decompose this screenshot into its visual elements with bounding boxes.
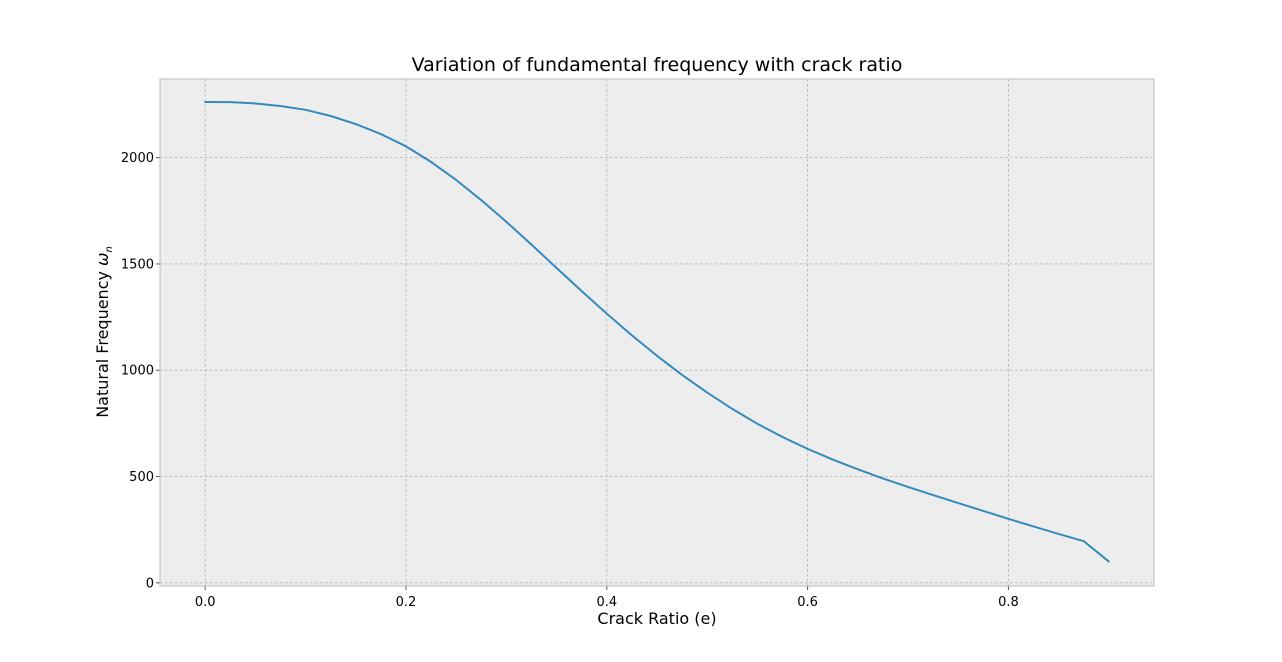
y-tick-label: 1500: [121, 257, 154, 272]
series-layer: [204, 100, 1110, 563]
axis-ticks: 0.0 0.2 0.4 0.6 0.8 0 500 1000 1500 2000: [121, 151, 1019, 610]
y-axis-label-omega: ω: [93, 253, 112, 266]
x-tick-label: 0.0: [195, 595, 216, 610]
plot-area: [160, 79, 1154, 586]
x-axis-label: Crack Ratio (e): [597, 609, 716, 628]
grid: [160, 79, 1154, 586]
x-tick-label: 0.8: [998, 595, 1019, 610]
y-tick-label: 0: [146, 576, 154, 591]
y-tick-label: 2000: [121, 151, 154, 166]
y-tick-label: 500: [129, 470, 154, 485]
plot-border: [159, 78, 1155, 587]
x-tick-label: 0.2: [396, 595, 417, 610]
x-tick-label: 0.6: [797, 595, 818, 610]
y-axis-label-subscript: n: [104, 246, 115, 252]
x-tick-label: 0.4: [596, 595, 617, 610]
y-axis-label: Natural Frequency ωn: [93, 246, 115, 418]
chart-title: Variation of fundamental frequency with …: [412, 54, 903, 76]
y-tick-label: 1000: [121, 364, 154, 379]
y-axis-label-text: Natural Frequency: [93, 266, 112, 418]
series-line: [204, 100, 1110, 563]
